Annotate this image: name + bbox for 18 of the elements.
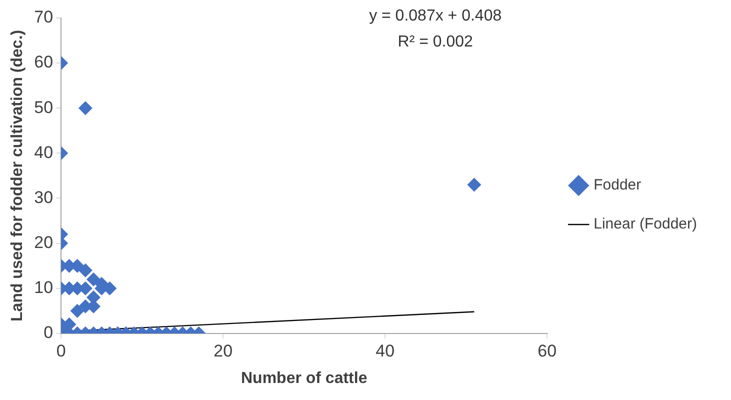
x-tick-label: 40 bbox=[376, 341, 395, 360]
x-tick-label: 60 bbox=[538, 341, 557, 360]
y-tick-label: 40 bbox=[34, 142, 54, 162]
annotation: R² = 0.002 bbox=[398, 33, 474, 50]
y-tick-label: 20 bbox=[34, 232, 54, 252]
x-tick-label: 0 bbox=[56, 341, 66, 360]
y-tick-label: 60 bbox=[34, 52, 54, 72]
legend-label: Linear (Fodder) bbox=[594, 216, 698, 233]
y-tick-label: 0 bbox=[44, 323, 54, 342]
y-tick-label: 10 bbox=[34, 278, 54, 298]
x-axis-title: Number of cattle bbox=[240, 370, 368, 387]
y-tick-label: 30 bbox=[34, 188, 54, 207]
x-tick-label: 20 bbox=[214, 341, 233, 360]
y-tick-label: 70 bbox=[34, 8, 54, 27]
y-tick-label: 50 bbox=[34, 98, 54, 117]
legend-label: Fodder bbox=[594, 176, 642, 194]
annotation: y = 0.087x + 0.408 bbox=[369, 7, 502, 24]
y-axis-title: Land used for fodder cultivation (dec.) bbox=[9, 30, 26, 322]
